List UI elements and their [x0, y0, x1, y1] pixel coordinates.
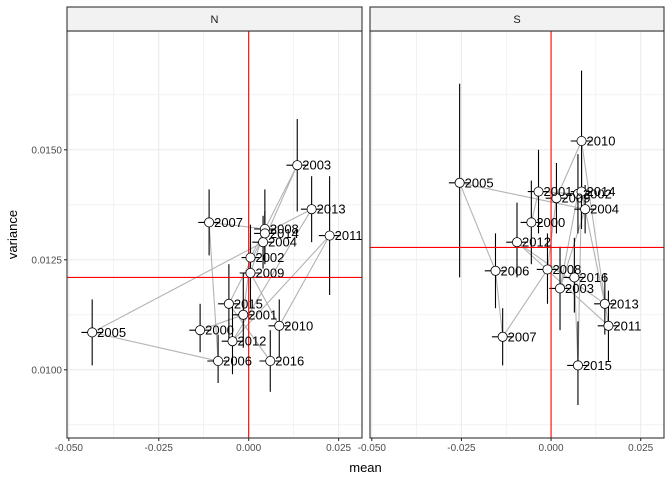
point-label-2004: 2004: [268, 235, 297, 250]
panel-data-S: 2000 2001 2002 2003 2004 2005 2006 2007 2008 2009…: [370, 31, 664, 438]
point-label-2008: 2008: [552, 262, 581, 277]
point-label-2016: 2016: [579, 270, 608, 285]
y-tick-label: 0.0125: [31, 255, 62, 266]
data-point-2013: [306, 204, 317, 215]
point-label-2003: 2003: [302, 158, 331, 173]
data-point-2006: [490, 265, 501, 276]
facet-strip: [369, 6, 665, 32]
data-point-2014: [576, 186, 587, 197]
data-point-2000: [195, 325, 206, 336]
data-point-2005: [454, 177, 465, 188]
point-label-2011: 2011: [613, 318, 641, 333]
data-point-2002: [245, 252, 256, 263]
panel-background: [67, 31, 362, 438]
point-label-2002: 2002: [583, 186, 612, 201]
x-tick-label: 0.025: [326, 443, 351, 454]
point-label-2010: 2010: [587, 134, 616, 149]
data-point-2003: [555, 283, 566, 294]
x-tick-label: -0.025: [145, 443, 174, 454]
facet-strip-label: S: [513, 14, 520, 26]
x-tick-label: 0.000: [539, 443, 564, 454]
point-label-2014: 2014: [270, 226, 299, 241]
x-tick-label: -0.025: [447, 443, 476, 454]
point-label-2006: 2006: [223, 354, 252, 369]
x-tick-label: 0.000: [236, 443, 261, 454]
data-point-2007: [497, 331, 508, 342]
data-point-2013: [599, 298, 610, 309]
data-point-2012: [227, 336, 238, 347]
facet-strip: [66, 6, 363, 32]
x-tick-label: -0.050: [358, 443, 387, 454]
data-point-2016: [265, 355, 276, 366]
data-point-2000: [526, 217, 537, 228]
y-tick-label: 0.0150: [31, 145, 62, 156]
y-axis-title: variance: [5, 210, 20, 259]
data-point-2008: [542, 264, 553, 275]
point-label-2002: 2002: [255, 250, 284, 265]
data-point-2010: [274, 320, 285, 331]
point-label-2001: 2001: [544, 184, 573, 199]
data-point-2010: [576, 135, 587, 146]
point-label-2005: 2005: [97, 325, 126, 340]
x-tick-label: -0.050: [55, 443, 84, 454]
point-label-2000: 2000: [536, 215, 565, 230]
x-axis-title: mean: [349, 460, 382, 475]
x-tick-label: 0.025: [628, 443, 653, 454]
data-point-2001: [238, 309, 249, 320]
point-label-2000: 2000: [205, 323, 234, 338]
point-label-2015: 2015: [234, 296, 263, 311]
point-label-2007: 2007: [214, 215, 243, 230]
data-point-2016: [569, 272, 580, 283]
data-point-2009: [245, 267, 256, 278]
point-label-2014: 2014: [587, 184, 616, 199]
data-point-2015: [572, 360, 583, 371]
data-point-2006: [213, 355, 224, 366]
facet-strip-label: N: [211, 14, 219, 26]
point-label-2012: 2012: [522, 235, 551, 250]
data-point-2004: [258, 237, 269, 248]
point-label-2012: 2012: [237, 334, 266, 349]
point-label-2011: 2011: [335, 228, 363, 243]
data-point-2001: [533, 186, 544, 197]
point-label-2008: 2008: [270, 222, 299, 237]
point-label-2009: 2009: [561, 191, 590, 206]
data-point-2003: [292, 160, 303, 171]
point-label-2015: 2015: [583, 358, 612, 373]
point-label-2016: 2016: [275, 354, 304, 369]
point-label-2003: 2003: [565, 281, 594, 296]
panel-N: 2000 2001 2002 2003 2004 2005 2006 2007 2008 2009…: [31, 6, 363, 454]
data-point-2011: [324, 230, 335, 241]
data-point-2014: [259, 228, 270, 239]
panel-S: 2000 2001 2002 2003 2004 2005 2006 2007 2008 2009…: [358, 6, 665, 454]
point-label-2013: 2013: [317, 202, 346, 217]
data-point-2015: [223, 298, 234, 309]
y-tick-label: 0.0100: [31, 365, 62, 376]
point-label-2010: 2010: [284, 318, 313, 333]
point-label-2009: 2009: [255, 266, 284, 281]
point-label-2001: 2001: [248, 307, 277, 322]
panel-data-N: 2000 2001 2002 2003 2004 2005 2006 2007 2008 2009…: [67, 31, 363, 438]
data-point-2005: [87, 327, 98, 338]
point-label-2006: 2006: [500, 263, 529, 278]
data-point-2004: [580, 204, 591, 215]
data-point-2009: [551, 193, 562, 204]
point-label-2013: 2013: [610, 296, 639, 311]
data-point-2007: [204, 217, 215, 228]
data-point-2012: [512, 237, 523, 248]
point-label-2004: 2004: [590, 202, 619, 217]
point-label-2007: 2007: [508, 329, 537, 344]
data-point-2011: [603, 320, 614, 331]
point-label-2005: 2005: [465, 175, 494, 190]
